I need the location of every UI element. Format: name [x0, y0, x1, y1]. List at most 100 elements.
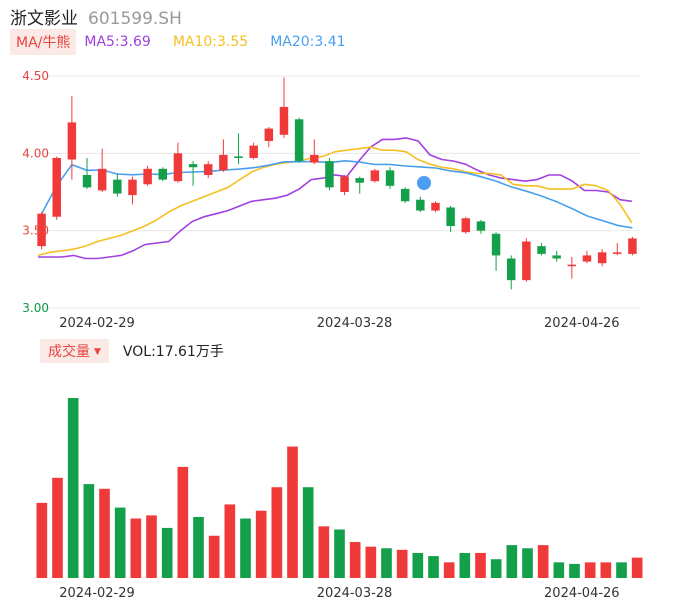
volume-bar	[287, 446, 298, 578]
candle	[279, 77, 289, 138]
ma-line-ma20	[40, 159, 633, 229]
volume-bar	[318, 526, 330, 578]
candle-body	[491, 233, 501, 256]
candle-body	[506, 258, 516, 281]
candle	[143, 165, 152, 186]
candle-body	[431, 202, 440, 211]
volume-bar	[584, 562, 596, 578]
event-marker	[417, 176, 431, 190]
candle	[113, 173, 122, 197]
candle	[188, 161, 198, 186]
candle-body	[294, 119, 304, 162]
candle-body	[552, 255, 561, 259]
candle-body	[128, 179, 137, 196]
candle-body	[158, 168, 168, 180]
candle	[385, 167, 395, 189]
candle-body	[476, 221, 486, 231]
volume-indicator-selector[interactable]: 成交量 ▼	[40, 339, 109, 363]
volume-bar	[193, 516, 204, 578]
volume-bar	[146, 515, 157, 578]
volume-bar	[381, 548, 392, 578]
candle-body	[279, 106, 289, 135]
stock-code: 601599.SH	[88, 9, 182, 29]
candle-body	[234, 156, 243, 158]
price-grid	[34, 75, 640, 309]
candle	[97, 148, 107, 192]
candle	[491, 232, 501, 271]
volume-bar	[83, 484, 95, 578]
x-date-label: 2024-04-26	[544, 586, 620, 601]
candle	[234, 133, 243, 165]
candle	[537, 243, 546, 256]
volume-bar	[553, 562, 565, 578]
volume-value: VOL:17.61万手	[122, 344, 224, 360]
ma20-legend: MA20:3.41	[270, 34, 346, 50]
candle-body	[113, 179, 122, 194]
y-tick-label: 3.50	[22, 224, 49, 238]
volume-bar	[224, 504, 236, 578]
volume-bar	[302, 487, 314, 578]
event-marker-icon[interactable]	[417, 176, 431, 190]
x-date-label: 2024-03-28	[317, 586, 393, 601]
candle-body	[385, 170, 395, 186]
candle-body	[461, 218, 471, 233]
volume-bar	[130, 518, 142, 578]
candle	[249, 142, 258, 160]
volume-bar	[396, 549, 408, 578]
candle	[431, 201, 440, 213]
candle-body	[82, 174, 92, 188]
candle-body	[203, 164, 213, 175]
volume-bar	[365, 546, 377, 578]
y-tick-label: 4.50	[22, 69, 49, 83]
ma5-legend: MA5:3.69	[84, 34, 151, 50]
candle-body	[370, 170, 380, 182]
volume-bar	[114, 507, 126, 578]
y-tick-label: 3.00	[22, 301, 49, 315]
volume-bar	[99, 488, 110, 578]
candle-body	[173, 153, 183, 182]
x-date-label: 2024-04-26	[544, 316, 620, 331]
price-axis: 4.50 4.00 3.50 3.00	[22, 69, 49, 315]
candle	[52, 156, 61, 220]
candle	[355, 176, 364, 194]
volume-bar	[522, 548, 533, 578]
candle	[597, 249, 607, 267]
volume-bar	[428, 556, 439, 578]
y-tick-label: 4.00	[22, 146, 49, 160]
candle	[370, 168, 380, 183]
candle	[400, 187, 410, 203]
volume-bar	[208, 535, 220, 578]
candle	[203, 161, 213, 179]
candle-body	[582, 255, 592, 262]
candle-body	[52, 157, 61, 217]
candle-body	[143, 168, 152, 185]
candle	[158, 167, 168, 182]
moving-average-lines	[37, 137, 633, 260]
candle-body	[537, 246, 546, 254]
price-date-axis: 2024-02-29 2024-03-28 2024-04-26	[59, 316, 619, 331]
candle	[628, 236, 637, 256]
candle-body	[416, 199, 425, 211]
volume-bar	[506, 545, 518, 578]
ma-indicator-selector[interactable]: MA/牛熊	[10, 29, 77, 55]
volume-tag-label: 成交量	[48, 344, 90, 360]
candle-body	[97, 168, 107, 191]
candle	[552, 250, 561, 262]
volume-bar	[177, 466, 189, 578]
volume-legend: 成交量 ▼ VOL:17.61万手	[40, 339, 224, 363]
candle	[416, 196, 425, 213]
candle	[506, 255, 516, 290]
candle	[461, 216, 471, 234]
candle-body	[67, 122, 77, 160]
x-date-label: 2024-02-29	[59, 586, 135, 601]
candle-body	[37, 213, 46, 247]
volume-bar	[616, 562, 627, 578]
candle-body	[597, 252, 607, 264]
volume-bar	[631, 557, 643, 578]
volume-bar	[412, 552, 424, 578]
ma-legend: MA/牛熊 MA5:3.69 MA10:3.55 MA20:3.41	[10, 29, 368, 55]
candle-body	[219, 154, 228, 171]
candle-body	[310, 154, 319, 163]
candle-body	[340, 176, 349, 192]
